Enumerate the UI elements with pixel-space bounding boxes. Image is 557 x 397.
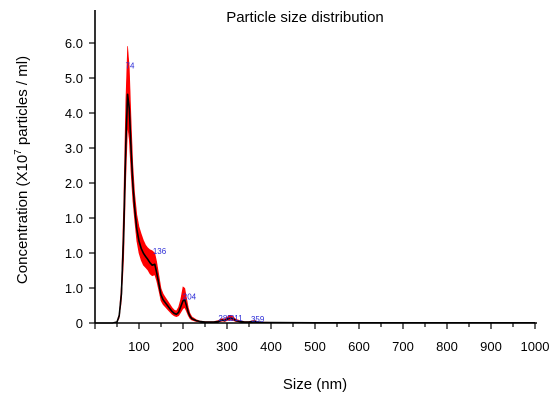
y-tick-label: 0 bbox=[76, 316, 83, 331]
x-tick-label: 400 bbox=[260, 339, 282, 354]
y-tick-label: 6.0 bbox=[65, 36, 83, 51]
x-tick-label: 700 bbox=[392, 339, 414, 354]
y-axis-ticks: 0 1.0 1.0 1.0 2.0 3.0 4.0 5.0 6.0 bbox=[65, 36, 95, 331]
y-tick-label: 4.0 bbox=[65, 106, 83, 121]
x-tick-label: 100 bbox=[128, 339, 150, 354]
peak-label: 204 bbox=[183, 293, 197, 302]
x-tick-label: 500 bbox=[304, 339, 326, 354]
y-axis-title-tail: particles / ml) bbox=[14, 56, 31, 149]
x-tick-label: 900 bbox=[480, 339, 502, 354]
x-axis-ticks: 100 200 300 400 500 600 700 800 900 1000 bbox=[94, 323, 550, 354]
y-axis-title: Concentration (X107 particles / ml) bbox=[13, 56, 31, 284]
y-tick-label: 2.0 bbox=[65, 176, 83, 191]
y-tick-label: 1.0 bbox=[65, 281, 83, 296]
y-tick-label: 1.0 bbox=[65, 246, 83, 261]
x-tick-label: 200 bbox=[172, 339, 194, 354]
y-tick-label: 3.0 bbox=[65, 141, 83, 156]
y-axis-title-main: Concentration (X10 bbox=[14, 155, 31, 284]
x-tick-label: 800 bbox=[436, 339, 458, 354]
error-band-area bbox=[95, 46, 536, 324]
x-axis-title: Size (nm) bbox=[283, 376, 347, 393]
peak-label: 311 bbox=[230, 314, 243, 323]
chart-title: Particle size distribution bbox=[226, 9, 384, 26]
y-axis-title-superscript: 7 bbox=[13, 149, 24, 155]
y-tick-label: 5.0 bbox=[65, 71, 83, 86]
peak-label: 74 bbox=[126, 61, 135, 70]
plot-area bbox=[95, 46, 536, 324]
x-tick-label: 1000 bbox=[521, 339, 550, 354]
x-tick-label: 300 bbox=[216, 339, 238, 354]
mean-line bbox=[95, 93, 535, 324]
peak-label: 359 bbox=[251, 315, 265, 324]
peak-label: 285 bbox=[218, 314, 232, 323]
y-tick-label: 1.0 bbox=[65, 211, 83, 226]
x-tick-label: 600 bbox=[348, 339, 370, 354]
peak-label: 136 bbox=[153, 247, 167, 256]
